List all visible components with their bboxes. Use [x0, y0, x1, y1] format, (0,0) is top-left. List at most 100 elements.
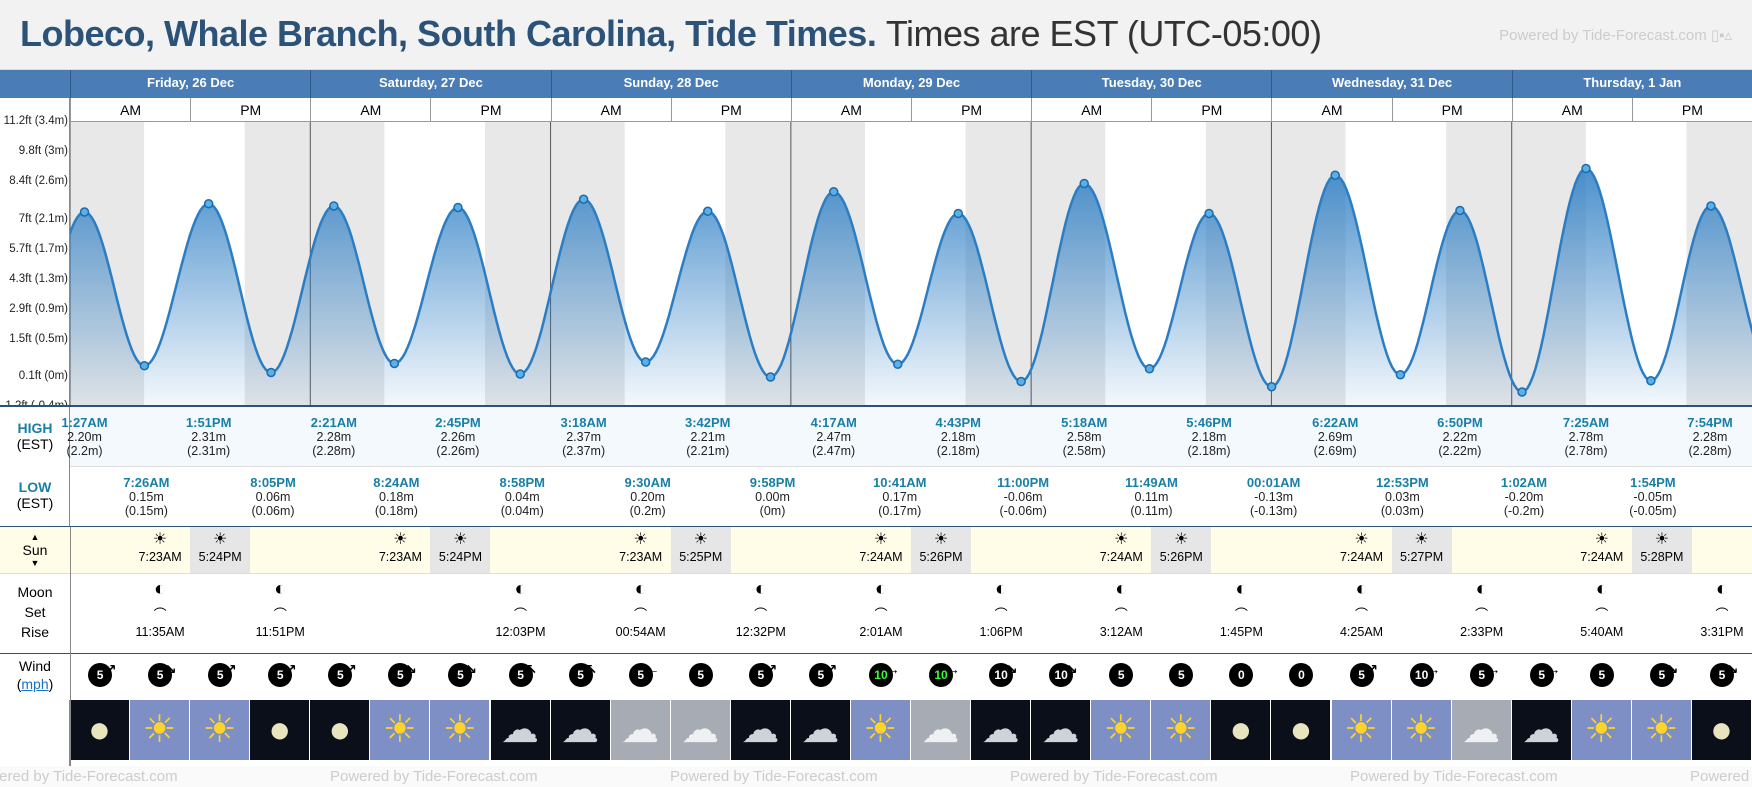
- tide-point[interactable]: [893, 359, 903, 369]
- high-tide-cell: 5:18AM 2.58m (2.58m): [1054, 416, 1114, 459]
- tide-point[interactable]: [1581, 163, 1591, 174]
- wind-speed-icon: 10: [1409, 663, 1434, 687]
- moon-time: 2:33PM: [1460, 625, 1504, 639]
- wind-speed-icon: 5: [268, 663, 293, 687]
- moon-icon: ●: [328, 709, 352, 751]
- tide-point[interactable]: [1517, 387, 1527, 397]
- y-axis-label: 5.7ft (1.7m): [9, 242, 68, 255]
- weather-cell: ☀: [1391, 700, 1452, 760]
- low-tide-height-m: (-0.06m): [999, 504, 1047, 518]
- powered-by-watermark: Powered by Tide-Forecast.com: [1010, 768, 1218, 785]
- sunset-cell: ☀ 5:26PM: [1151, 527, 1212, 573]
- tide-point[interactable]: [266, 367, 276, 378]
- weather-cell: ☀: [190, 700, 251, 760]
- high-tz-label: (EST): [16, 436, 54, 452]
- tide-point[interactable]: [515, 369, 525, 379]
- left-border: [70, 527, 71, 766]
- low-tide-time: 1:02AM: [1500, 475, 1548, 490]
- moonrise-icon: ⌒: [754, 607, 768, 622]
- wind-unit-link[interactable]: mph: [21, 676, 49, 692]
- tide-point[interactable]: [139, 361, 150, 371]
- wind-speed-icon: 5: [808, 663, 833, 687]
- wind-speed-icon: 5: [568, 663, 593, 687]
- tide-point[interactable]: [389, 358, 400, 369]
- powered-by-text: Powered by Tide-Forecast.com: [1499, 27, 1707, 44]
- low-tide-time: 9:30AM: [624, 475, 671, 490]
- moon-cell: ◐ ⌒ 11:35AM: [130, 573, 190, 653]
- tide-labels-column: [0, 407, 70, 527]
- sun-icon: ☀: [382, 709, 417, 751]
- high-tide-height-m: (2.58m): [1062, 444, 1106, 458]
- low-tide-height-m: (0.03m): [1380, 504, 1424, 518]
- sun-icon: ☀: [1163, 709, 1198, 751]
- wind-direction-icon: ↗: [224, 661, 237, 677]
- high-tide-height-m: (2.28m): [1688, 444, 1732, 458]
- day-header-2: Sunday, 28 Dec: [550, 70, 791, 98]
- high-tide-height: 2.21m: [690, 430, 726, 444]
- tide-point[interactable]: [1204, 208, 1214, 219]
- wind-direction-icon: ↘: [465, 661, 477, 677]
- low-tide-height-m: (-0.2m): [1503, 504, 1545, 518]
- high-tide-height-m: (2.78m): [1564, 444, 1608, 458]
- tide-point[interactable]: [640, 357, 651, 367]
- weather-cell: ☁: [670, 700, 731, 760]
- low-tide-height: 0.18m: [379, 490, 414, 504]
- wind-direction-icon: →: [1486, 661, 1501, 677]
- low-tide-cell: 7:26AM 0.15m (0.15m): [114, 476, 178, 519]
- low-tide-height-m: (0m): [759, 504, 786, 518]
- low-tide-height-m: (-0.13m): [1250, 504, 1298, 518]
- tide-point[interactable]: [1706, 201, 1716, 211]
- wind-speed-icon: 5: [388, 663, 413, 687]
- high-tide-time: 1:27AM: [61, 415, 108, 430]
- moonrise-icon: ⌒: [634, 607, 648, 622]
- moon-time: 1:45PM: [1219, 625, 1263, 639]
- tide-point[interactable]: [828, 187, 839, 197]
- weather-cell: ●: [70, 700, 131, 760]
- tide-point[interactable]: [1144, 364, 1155, 374]
- tide-point[interactable]: [953, 208, 964, 219]
- powered-by-link[interactable]: Powered by Tide-Forecast.com ▯▪▵: [1499, 27, 1732, 44]
- low-tide-height: -0.13m: [1254, 490, 1294, 504]
- sunset-cell: ☀ 5:24PM: [430, 527, 491, 573]
- tide-point[interactable]: [1330, 170, 1340, 180]
- low-tide-height-m: (0.15m): [124, 504, 168, 518]
- tide-point[interactable]: [1395, 370, 1406, 380]
- weather-cell: ☀: [1091, 700, 1152, 760]
- wind-cell: 10 →: [851, 653, 911, 700]
- tide-point[interactable]: [79, 207, 90, 217]
- tide-point[interactable]: [203, 199, 214, 209]
- tide-point[interactable]: [1646, 376, 1656, 386]
- tide-point[interactable]: [1266, 382, 1277, 392]
- tide-point[interactable]: [1455, 205, 1465, 216]
- tide-point[interactable]: [453, 202, 463, 213]
- moon-cell: ◐ ⌒ 4:25AM: [1332, 573, 1392, 653]
- low-tide-time: 1:54PM: [1630, 475, 1676, 490]
- am-label: AM: [70, 98, 191, 122]
- wind-cell: 5 ↓: [1091, 653, 1151, 700]
- sunset-time: 5:28PM: [1640, 550, 1684, 564]
- weather-cell: ☀: [1151, 700, 1212, 760]
- weather-cell: ☁: [1511, 700, 1572, 760]
- sun-down-arrow-icon: ▼: [30, 558, 40, 568]
- tide-point[interactable]: [578, 194, 589, 204]
- high-tide-time: 3:42PM: [684, 415, 731, 430]
- low-tide-cell: 1:54PM -0.05m (-0.05m): [1621, 475, 1685, 519]
- low-label: LOW: [18, 479, 52, 495]
- cloud-night-icon: ☁: [1041, 709, 1080, 751]
- high-tide-height: 2.37m: [566, 430, 601, 444]
- moon-phase-icon: ◐: [995, 578, 1008, 600]
- moon-phase-icon: ◐: [1355, 578, 1368, 600]
- tide-point[interactable]: [1016, 376, 1026, 387]
- moon-cell: ◐ ⌒ 3:31PM: [1692, 573, 1752, 653]
- wind-direction-icon: →: [945, 661, 960, 677]
- low-tide-height: 0.00m: [755, 490, 790, 504]
- tide-point[interactable]: [329, 201, 339, 211]
- tide-point[interactable]: [1079, 178, 1089, 189]
- wind-cell: 5 ↘: [130, 653, 190, 700]
- moon-cell: ◐ ⌒ 1:06PM: [971, 573, 1031, 653]
- tide-point[interactable]: [765, 372, 776, 382]
- tide-point[interactable]: [703, 206, 713, 216]
- sunset-icon: ☀: [1414, 531, 1429, 548]
- moon-time: 12:03PM: [495, 625, 546, 639]
- wind-direction-icon: ↘: [1065, 661, 1078, 677]
